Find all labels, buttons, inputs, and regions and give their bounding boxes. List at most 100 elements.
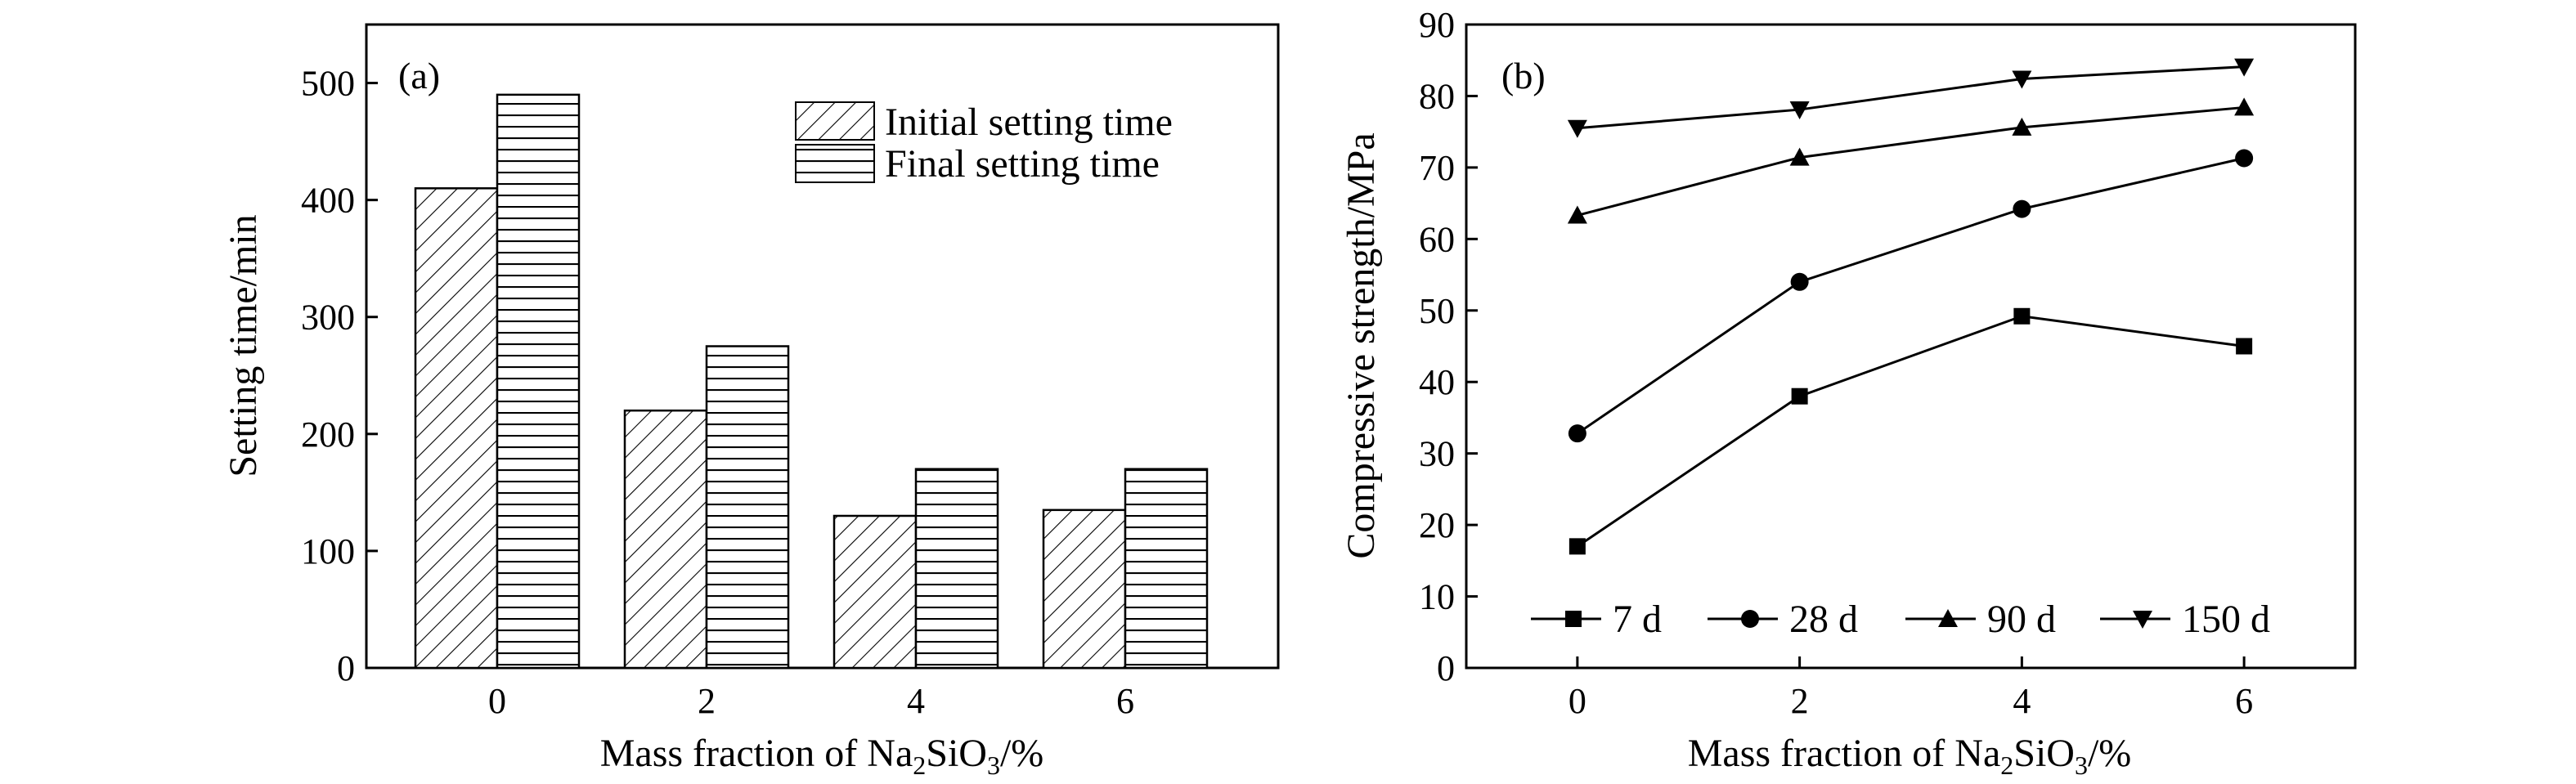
legend-marker [1741,610,1759,628]
b-xtick-label: 0 [1568,681,1586,721]
legend-label: 150 d [2182,598,2270,641]
series-line-7d [1577,315,2245,548]
data-point-150d-4 [2012,70,2032,89]
bar-initial-4 [832,514,918,670]
chart-a-xlabel-pre: Mass fraction of Na [600,732,913,775]
b-ytick-label: 70 [1419,148,1455,188]
legend-label: 90 d [1987,598,2056,641]
legend-label: 28 d [1789,598,1858,641]
chart-a-xlabel: Mass fraction of Na2SiO3/% [600,732,1044,780]
series-line-90d [1577,105,2245,217]
chart-b-legend: 7 d 28 d 90 d 150 d [1531,598,2270,641]
series-7d [1568,307,2253,555]
a-ytick-label: 200 [301,414,355,455]
b-xtick-label: 2 [1791,681,1809,721]
chart-b-frame [1465,23,2357,670]
data-point-7d-4 [2013,307,2031,325]
b-ytick-label: 50 [1419,291,1455,331]
bar-initial-6 [1042,508,1127,670]
b-ytick-label: 10 [1419,577,1455,617]
series-line-28d [1577,157,2245,435]
b-ytick-label: 80 [1419,76,1455,116]
legend-item-150d: 150 d [2100,598,2270,641]
chart-a-panel-label: (a) [398,55,440,96]
chart-a-x-axis: 0 2 4 6 [488,656,1134,721]
data-point-150d-0 [1567,119,1587,138]
legend-label-final: Final setting time [885,142,1160,186]
data-point-28d-0 [1568,424,1586,443]
chart-b-y-axis: 0 10 20 30 40 50 60 70 80 90 [1419,5,1478,688]
a-ytick-label: 100 [301,531,355,571]
legend-swatch-initial [795,101,875,141]
series-150d [1567,58,2255,138]
chart-b-series [1567,58,2255,555]
legend-swatch-final [795,144,875,183]
legend-label: 7 d [1613,598,1662,641]
bar-final-0 [496,93,581,670]
data-point-90d-0 [1567,205,1587,224]
b-ytick-label: 60 [1419,219,1455,259]
a-ytick-label: 0 [337,648,355,688]
a-xtick-label: 2 [698,681,716,721]
bar-final-2 [705,345,790,670]
chart-a: (a) 0 100 200 300 400 500 0 2 4 6 Setting time/m… [222,23,1280,780]
bar-initial-2 [623,409,708,670]
a-xtick-label: 6 [1116,681,1134,721]
b-ytick-label: 20 [1419,505,1455,545]
data-point-28d-4 [2013,199,2031,218]
chart-b-xlabel-pre: Mass fraction of Na [1688,732,2001,775]
chart-b-xlabel: Mass fraction of Na2SiO3/% [1688,732,2132,780]
data-point-28d-6 [2235,149,2254,168]
b-ytick-label: 30 [1419,434,1455,474]
legend-item-7d: 7 d [1531,598,1662,641]
chart-b-xlabel-sub2: 3 [2075,750,2088,780]
data-point-90d-4 [2012,117,2032,136]
b-ytick-label: 40 [1419,362,1455,402]
bar-final-6 [1124,468,1209,670]
data-point-150d-6 [2234,58,2255,77]
chart-b-ylabel: Compressive strength/MPa [1340,132,1383,558]
data-point-90d-2 [1789,147,1810,166]
data-point-7d-6 [2236,338,2253,355]
data-point-90d-6 [2234,97,2255,116]
chart-b-xlabel-sub1: 2 [2000,750,2013,780]
a-xtick-label: 0 [488,681,506,721]
a-ytick-label: 400 [301,181,355,221]
chart-a-bars [414,93,1209,670]
b-ytick-label: 0 [1437,648,1455,688]
chart-a-y-axis: 0 100 200 300 400 500 [301,64,378,688]
chart-a-xlabel-sub2: 3 [987,750,1000,780]
series-line-150d [1577,65,2245,130]
data-point-28d-2 [1790,272,1809,291]
chart-a-ylabel: Setting time/min [222,214,265,477]
bar-final-4 [914,468,999,670]
chart-a-frame [365,23,1280,670]
chart-a-xlabel-post: /% [1000,732,1043,775]
legend-label-initial: Initial setting time [885,101,1173,144]
chart-a-xlabel-sub1: 2 [913,750,926,780]
a-ytick-label: 300 [301,298,355,338]
chart-b-panel-label: (b) [1501,55,1546,96]
b-xtick-label: 6 [2235,681,2253,721]
b-ytick-label: 90 [1419,5,1455,45]
chart-a-xlabel-mid: SiO [926,732,987,775]
data-point-7d-2 [1791,388,1808,405]
chart-b-xlabel-post: /% [2088,732,2131,775]
legend-marker [1565,611,1582,627]
series-90d [1567,97,2255,224]
a-ytick-label: 500 [301,64,355,104]
chart-b-x-axis: 0 2 4 6 [1568,656,2253,721]
b-xtick-label: 4 [2013,681,2031,721]
chart-b-xlabel-mid: SiO [2013,732,2075,775]
data-point-150d-2 [1789,101,1810,120]
legend-marker [1938,609,1958,627]
legend-marker [2133,611,2152,629]
data-point-7d-0 [1568,538,1586,555]
bar-initial-0 [414,187,499,670]
legend-item-90d: 90 d [1905,598,2056,641]
series-28d [1568,149,2254,443]
legend-item-28d: 28 d [1708,598,1858,641]
chart-a-legend: Initial setting time Final setting time [795,101,1173,186]
